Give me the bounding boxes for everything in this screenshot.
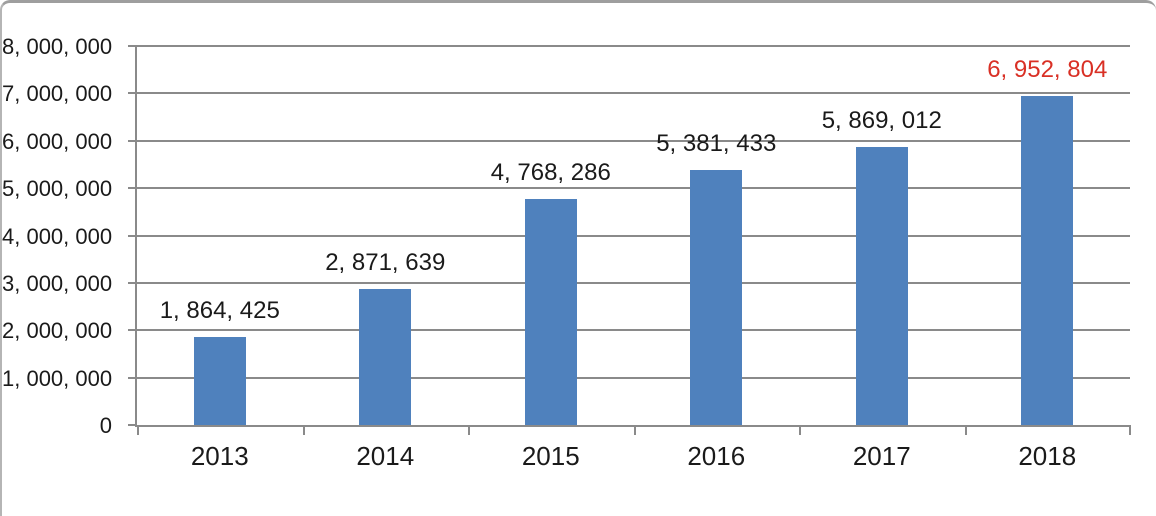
x-axis-tick <box>799 425 801 435</box>
y-tick-label: 2, 000, 000 <box>2 318 113 344</box>
y-axis-tick <box>128 234 137 237</box>
x-axis-tick <box>303 425 305 435</box>
y-axis-tick <box>128 329 137 332</box>
bar-2017 <box>856 147 908 425</box>
x-tick-label: 2015 <box>521 441 580 471</box>
gridline <box>137 45 1130 47</box>
gridline <box>137 187 1130 190</box>
gridline <box>137 376 1130 379</box>
bar-value-label: 5, 869, 012 <box>821 107 942 134</box>
bar-2013 <box>194 337 246 425</box>
y-axis-tick <box>128 424 137 426</box>
x-axis-tick <box>468 425 470 435</box>
bar-value-label: 5, 381, 433 <box>656 130 777 157</box>
bar-value-label: 2, 871, 639 <box>325 249 446 276</box>
x-axis-tick <box>137 425 139 435</box>
y-tick-label: 5, 000, 000 <box>2 176 113 202</box>
y-axis-tick <box>128 187 137 190</box>
x-axis-tick <box>965 425 967 435</box>
plot-area: 1, 864, 425 2013 2, 871, 639 2014 4, 768, 28… <box>128 45 1131 469</box>
y-tick-label: 3, 000, 000 <box>2 270 113 296</box>
y-tick-label: 7, 000, 000 <box>2 81 113 107</box>
y-tick-label: 8, 000, 000 <box>2 34 113 59</box>
x-axis-tick <box>1129 425 1131 435</box>
y-tick-label: 4, 000, 000 <box>2 223 113 249</box>
gridline <box>137 329 1130 332</box>
gridline <box>137 281 1130 284</box>
x-tick-label: 2017 <box>852 441 911 471</box>
y-axis-tick <box>128 281 137 284</box>
bar-value-label: 1, 864, 425 <box>159 297 280 324</box>
gridline <box>137 234 1130 237</box>
bar-2014 <box>359 289 411 425</box>
x-tick-label: 2018 <box>1018 441 1077 471</box>
y-axis-tick <box>128 139 137 142</box>
x-axis-tick <box>634 425 636 435</box>
bar-2018 <box>1021 96 1073 425</box>
y-tick-label: 0 <box>99 413 112 438</box>
y-tick-label: 1, 000, 000 <box>2 365 113 391</box>
y-tick-label: 6, 000, 000 <box>2 128 113 154</box>
x-tick-label: 2013 <box>190 441 249 471</box>
gridline <box>137 139 1130 142</box>
bar-2015 <box>525 199 577 425</box>
gridline <box>137 92 1130 95</box>
x-tick-label: 2014 <box>356 441 415 471</box>
x-tick-label: 2016 <box>687 441 746 471</box>
y-axis-tick <box>128 45 137 47</box>
bar-value-label: 6, 952, 804 <box>987 56 1108 83</box>
y-axis-tick <box>128 92 137 95</box>
bar-value-label: 4, 768, 286 <box>490 159 611 186</box>
bar-2016 <box>690 170 742 425</box>
y-axis-tick <box>128 376 137 379</box>
